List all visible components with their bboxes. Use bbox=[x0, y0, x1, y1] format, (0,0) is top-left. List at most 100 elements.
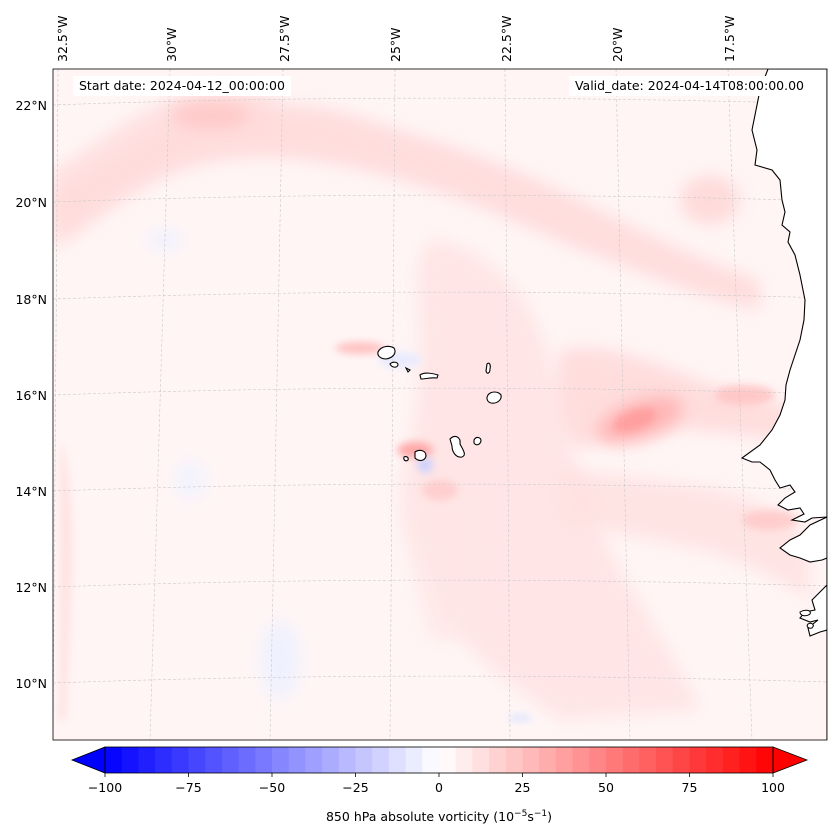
meridian-32.5W bbox=[53, 69, 59, 740]
vorticity-band-south bbox=[400, 467, 485, 640]
parallel-18N bbox=[53, 291, 827, 300]
vorticity-max-northeast bbox=[680, 175, 740, 225]
parallel-22N bbox=[53, 97, 827, 106]
lat-label-14N: 14°N bbox=[15, 484, 47, 499]
colorbar-swatch bbox=[572, 747, 590, 773]
longitude-labels: 32.5°W 30°W 27.5°W 25°W 22.5°W 20°W 17.5… bbox=[55, 16, 737, 62]
start-date-label: Start date: 2024-04-12_00:00:00 bbox=[73, 76, 291, 96]
colorbar-swatch bbox=[155, 747, 173, 773]
lon-label-27.5W: 27.5°W bbox=[277, 16, 292, 62]
vorticity-min-mid bbox=[175, 460, 205, 500]
island-brava bbox=[403, 456, 409, 462]
vorticity-max-south-center bbox=[422, 480, 458, 500]
latitude-labels: 22°N 20°N 18°N 16°N 14°N 12°N 10°N bbox=[15, 98, 47, 691]
meridian-25W bbox=[389, 69, 396, 740]
colorbar-label-exp2: −1 bbox=[534, 809, 547, 819]
colorbar-tick-label: 75 bbox=[682, 780, 698, 795]
island-boa-vista bbox=[486, 391, 502, 404]
colorbar-swatch bbox=[221, 747, 240, 773]
colorbar-swatch bbox=[288, 747, 306, 773]
vorticity-max-se bbox=[742, 510, 798, 530]
island-sao-nicolau bbox=[419, 372, 439, 380]
graticule bbox=[53, 69, 827, 740]
parallel-10N bbox=[53, 675, 827, 684]
colorbar-swatch bbox=[372, 747, 390, 773]
colorbar-tick-label: −100 bbox=[88, 780, 122, 795]
colorbar-tick-label: −50 bbox=[259, 780, 285, 795]
colorbar-swatch bbox=[105, 747, 123, 773]
coastline-africa bbox=[740, 69, 827, 740]
lat-label-22N: 22°N bbox=[15, 98, 47, 113]
colorbar-tick-label: 25 bbox=[515, 780, 531, 795]
colorbar-label: 850 hPa absolute vorticity (10−5s−1) bbox=[326, 809, 552, 824]
colorbar-extend-low bbox=[70, 746, 106, 774]
vorticity-max-coast bbox=[715, 385, 775, 405]
island-fogo bbox=[414, 449, 427, 461]
colorbar-swatch bbox=[656, 747, 674, 773]
colorbar-extend-high bbox=[772, 746, 809, 774]
colorbar-label-exp1: −5 bbox=[514, 809, 527, 819]
vorticity-max-east-core bbox=[614, 407, 656, 433]
vorticity-field bbox=[53, 90, 810, 722]
meridian-22.5W bbox=[504, 69, 511, 740]
colorbar-swatch bbox=[455, 747, 473, 773]
colorbar-swatch bbox=[422, 747, 440, 773]
colorbar-label-unit: s bbox=[527, 809, 534, 824]
cape-verde-islands bbox=[377, 345, 502, 462]
colorbar-label-close: ) bbox=[547, 809, 552, 824]
parallel-14N bbox=[53, 483, 827, 492]
island-maio bbox=[473, 436, 482, 446]
colorbar-swatch bbox=[505, 747, 524, 773]
colorbar-swatch bbox=[639, 747, 657, 773]
colorbar-tick-label: 50 bbox=[598, 780, 614, 795]
colorbar-swatch bbox=[706, 747, 724, 773]
vorticity-band-north bbox=[53, 103, 760, 310]
colorbar-swatch bbox=[689, 747, 707, 773]
colorbar-tick-labels: −100 −75 −50 −25 0 25 50 75 100 bbox=[88, 780, 785, 795]
lon-label-25W: 25°W bbox=[388, 27, 403, 62]
lat-label-20N: 20°N bbox=[15, 195, 47, 210]
colorbar-swatch bbox=[188, 747, 206, 773]
colorbar-swatch bbox=[622, 747, 640, 773]
colorbar-swatch bbox=[756, 747, 774, 773]
colorbar-swatch bbox=[305, 747, 323, 773]
colorbar-swatch bbox=[472, 747, 490, 773]
island-sao-vicente bbox=[389, 361, 399, 368]
vorticity-max-north bbox=[170, 101, 250, 129]
colorbar-swatch bbox=[672, 747, 691, 773]
colorbar-swatch bbox=[439, 747, 457, 773]
lon-label-30W: 30°W bbox=[164, 27, 179, 62]
colorbar-tick-label: −75 bbox=[175, 780, 201, 795]
island-santo-antao bbox=[377, 345, 396, 360]
parallel-20N bbox=[53, 194, 827, 203]
colorbar-swatch bbox=[539, 747, 557, 773]
parallel-12N bbox=[53, 579, 827, 588]
colorbar-swatch bbox=[555, 747, 574, 773]
island-santa-luzia bbox=[404, 366, 411, 373]
colorbar-tick-label: 0 bbox=[435, 780, 443, 795]
colorbar-ticks bbox=[104, 773, 774, 777]
colorbar-swatch bbox=[255, 747, 273, 773]
africa-coast-south bbox=[779, 516, 827, 563]
lon-label-17.5W: 17.5°W bbox=[722, 16, 737, 62]
colorbar-swatch bbox=[489, 747, 507, 773]
vorticity-min-south bbox=[508, 714, 532, 722]
map-panel bbox=[52, 68, 828, 741]
meridian-17.5W bbox=[727, 69, 753, 740]
map-frame bbox=[52, 68, 828, 741]
meridian-30W bbox=[149, 69, 171, 740]
colorbar-swatch bbox=[272, 747, 290, 773]
colorbar-swatch bbox=[138, 747, 156, 773]
colorbar: −100 −75 −50 −25 0 25 50 75 100 850 hPa … bbox=[70, 746, 809, 824]
vorticity-band-west-strip bbox=[58, 440, 73, 720]
colorbar-swatch bbox=[338, 747, 357, 773]
colorbar-swatch bbox=[388, 747, 407, 773]
colorbar-swatch bbox=[355, 747, 373, 773]
meridian-20W bbox=[615, 69, 631, 740]
colorbar-swatches bbox=[105, 747, 774, 773]
colorbar-swatch bbox=[522, 747, 540, 773]
guinea-coast bbox=[799, 584, 827, 637]
lon-label-32.5W: 32.5°W bbox=[55, 16, 70, 62]
colorbar-tick-label: 100 bbox=[761, 780, 785, 795]
